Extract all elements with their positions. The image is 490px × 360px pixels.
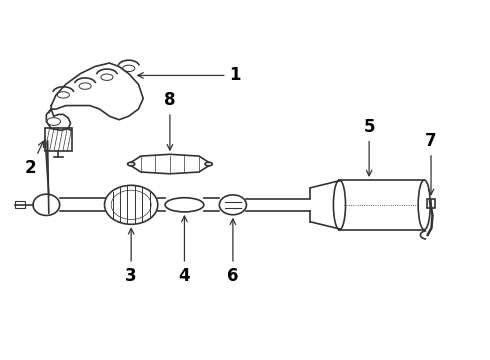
Text: 2: 2 — [25, 141, 44, 177]
Text: 1: 1 — [138, 67, 241, 85]
Text: 7: 7 — [425, 132, 437, 195]
Text: 8: 8 — [164, 91, 175, 150]
FancyBboxPatch shape — [15, 201, 24, 208]
Text: 3: 3 — [125, 229, 137, 285]
Bar — [427, 199, 436, 208]
Text: 6: 6 — [227, 219, 239, 285]
Text: 4: 4 — [179, 216, 190, 285]
Bar — [45, 128, 72, 151]
Text: 5: 5 — [364, 118, 375, 176]
